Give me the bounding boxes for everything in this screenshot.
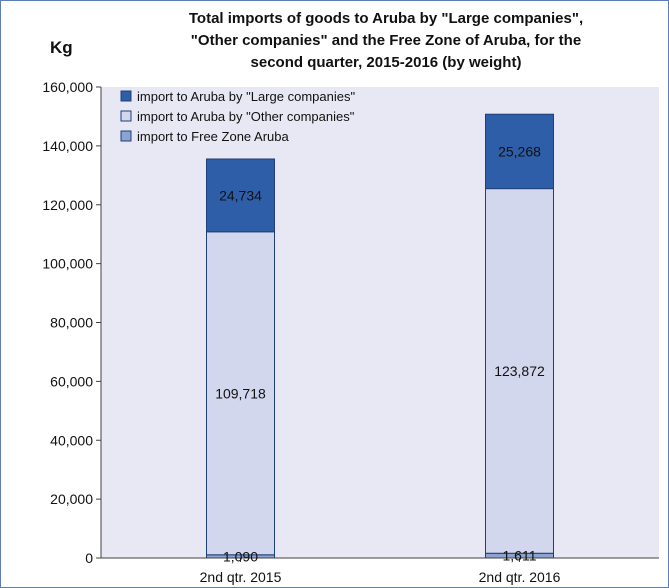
chart-title: Total imports of goods to Aruba by "Larg… bbox=[189, 10, 583, 71]
legend-label: import to Aruba by "Large companies" bbox=[137, 89, 355, 104]
y-tick-label: 60,000 bbox=[50, 373, 93, 389]
data-label: 1,611 bbox=[503, 548, 537, 564]
bars bbox=[206, 113, 554, 559]
data-labels: 1,090 109,718 24,734 1,611 123,872 25,268 bbox=[215, 143, 545, 564]
chart-title-line: "Other companies" and the Free Zone of A… bbox=[191, 32, 581, 49]
y-tick-label: 140,000 bbox=[42, 138, 93, 154]
y-axis-label: Kg bbox=[50, 38, 73, 57]
y-tick-label: 100,000 bbox=[42, 256, 93, 272]
bar-segment bbox=[206, 158, 275, 233]
legend-label: import to Free Zone Aruba bbox=[137, 129, 290, 144]
legend-swatch bbox=[120, 90, 132, 102]
y-tick-label: 160,000 bbox=[42, 79, 93, 95]
data-label: 1,090 bbox=[223, 548, 258, 564]
data-label: 25,268 bbox=[498, 143, 541, 159]
data-label: 123,872 bbox=[494, 363, 545, 379]
y-tick-label: 0 bbox=[85, 550, 93, 566]
plot-area bbox=[101, 87, 659, 558]
y-tick-label: 120,000 bbox=[42, 197, 93, 213]
data-label: 109,718 bbox=[215, 385, 266, 401]
legend-label: import to Aruba by "Other companies" bbox=[137, 109, 355, 124]
x-tick-label: 2nd qtr. 2015 bbox=[200, 569, 282, 585]
legend-swatch bbox=[120, 110, 132, 122]
bar-segment bbox=[206, 231, 275, 556]
y-tick-label: 40,000 bbox=[50, 432, 93, 448]
chart-title-line: Total imports of goods to Aruba by "Larg… bbox=[189, 10, 583, 27]
x-tick-label: 2nd qtr. 2016 bbox=[479, 569, 561, 585]
y-tick-label: 20,000 bbox=[50, 491, 93, 507]
x-axis-ticks: 2nd qtr. 2015 2nd qtr. 2016 bbox=[200, 558, 561, 585]
legend: import to Aruba by "Large companies" impo… bbox=[120, 89, 355, 144]
bar-segment bbox=[485, 113, 554, 190]
legend-swatch bbox=[120, 130, 132, 142]
y-tick-label: 80,000 bbox=[50, 315, 93, 331]
chart-title-line: second quarter, 2015-2016 (by weight) bbox=[251, 54, 522, 71]
data-label: 24,734 bbox=[219, 187, 262, 203]
bar-segment bbox=[485, 188, 554, 554]
y-axis-ticks: 0 20,000 40,000 60,000 80,000 100,000 120,000 1… bbox=[42, 79, 101, 566]
